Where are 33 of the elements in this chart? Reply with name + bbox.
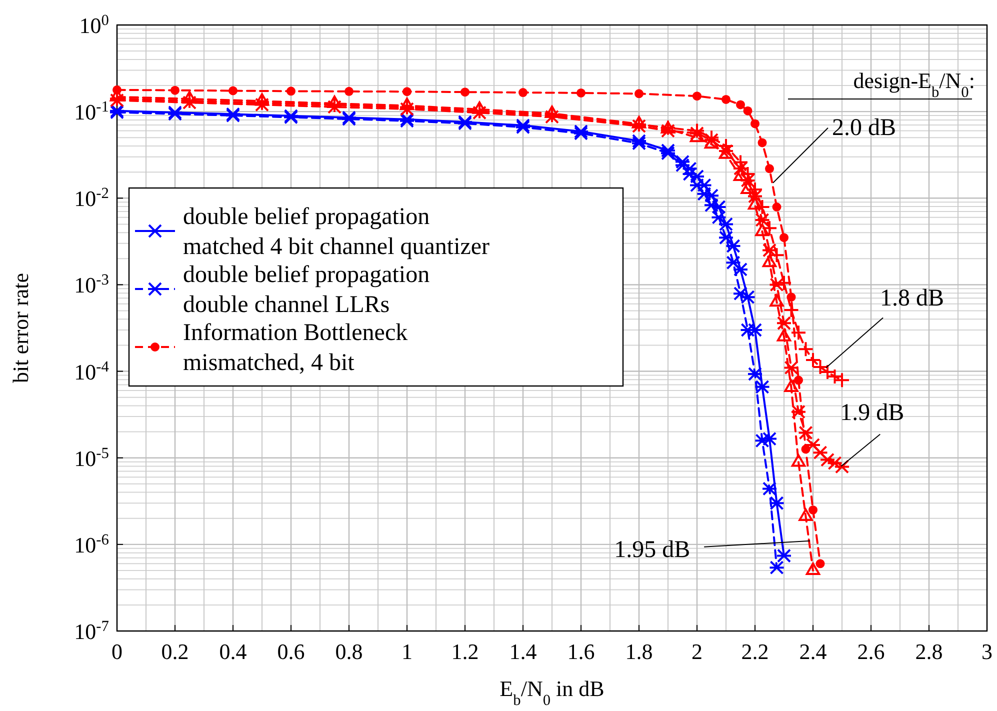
- x-tick-label: 2.2: [741, 639, 769, 664]
- y-tick-label: 10$^{-7}$: [74, 618, 110, 644]
- x-tick-label: 1.2: [451, 639, 479, 664]
- x-axis-title: E$_{b}$/N$_{0}$ in dB: [500, 676, 604, 708]
- legend-label: Information Bottleneck mismatched, 4 bit: [183, 320, 408, 376]
- x-tick-label: 2.6: [857, 639, 885, 664]
- annotation: 1.9 dB: [840, 400, 904, 426]
- x-tick-label: 1: [402, 639, 412, 664]
- x-tick-label: 1.4: [509, 639, 537, 664]
- y-tick-label: 10$^{-3}$: [74, 271, 110, 298]
- x-tick-label: 0.8: [335, 639, 363, 664]
- x-tick-label: 0: [112, 639, 122, 664]
- x-tick-label: 1.8: [625, 639, 653, 664]
- y-tick-label: 10$^{-1}$: [74, 98, 109, 125]
- x-tick-label: 0.2: [161, 639, 189, 664]
- x-tick-label: 3: [982, 639, 992, 664]
- y-tick-label: 10$^{-5}$: [74, 444, 110, 471]
- x-tick-label: 0.6: [277, 639, 305, 664]
- x-tick-label: 0.4: [219, 639, 247, 664]
- x-tick-label: 2.8: [915, 639, 943, 664]
- annotation: 2.0 dB: [832, 114, 896, 141]
- y-tick-label: 10$^{0}$: [79, 12, 110, 38]
- y-tick-label: 10$^{-2}$: [74, 184, 109, 212]
- y-tick-label: 10$^{-6}$: [74, 530, 110, 558]
- x-tick-label: 2.4: [799, 639, 827, 664]
- annotation: design-E$_{b}$/N$_{0}$:: [853, 68, 975, 100]
- y-tick-label: 10$^{-4}$: [74, 358, 110, 384]
- annotation: 1.95 dB: [614, 536, 690, 563]
- x-tick-label: 1.6: [567, 639, 595, 664]
- legend-label: double belief propagation double channel LLRs: [183, 262, 430, 318]
- y-axis-title: bit error rate: [8, 273, 33, 383]
- x-tick-label: 2: [692, 639, 702, 664]
- annotation: 1.8 dB: [880, 286, 944, 312]
